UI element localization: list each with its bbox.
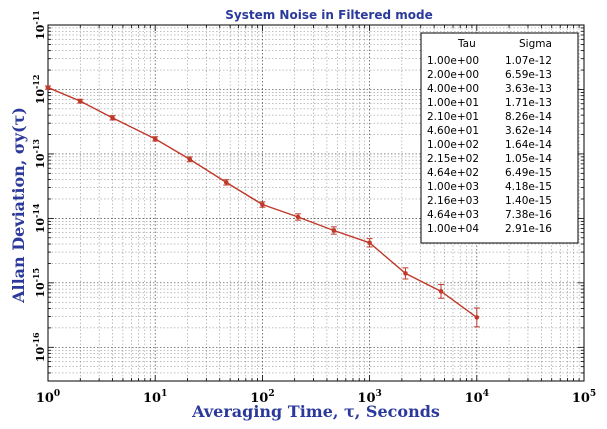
table-cell-sigma: 6.49e-15 <box>505 167 552 179</box>
x-tick-label: 101 <box>143 389 167 406</box>
x-tick-label: 102 <box>250 389 274 406</box>
table-cell-tau: 2.00e+00 <box>427 69 479 81</box>
y-tick-base: 10 <box>34 347 47 363</box>
table-cell-tau: 1.00e+01 <box>427 97 479 109</box>
y-tick-base: 10 <box>34 153 47 169</box>
table-cell-sigma: 7.38e-16 <box>505 209 552 221</box>
table-cell-sigma: 1.64e-14 <box>505 139 552 151</box>
series-layer <box>45 85 480 328</box>
x-tick-label: 103 <box>357 389 381 406</box>
x-tick-label: 104 <box>465 389 489 406</box>
data-point <box>110 115 115 121</box>
x-tick-base: 10 <box>36 391 54 406</box>
data-point <box>260 202 265 207</box>
data-point <box>187 156 193 162</box>
data-point <box>403 271 408 276</box>
y-axis-label: Allan Deviation, σy(τ) <box>9 107 28 304</box>
y-tick-exponent: -16 <box>31 332 41 347</box>
y-tick-exponent: -11 <box>31 10 41 24</box>
x-tick-label: 105 <box>572 389 596 406</box>
x-tick-exponent: 4 <box>483 389 489 399</box>
y-tick-label: 10-16 <box>31 332 47 362</box>
data-point <box>45 85 51 90</box>
y-tick-base: 10 <box>34 24 47 40</box>
x-tick-base: 10 <box>572 391 590 406</box>
y-tick-base: 10 <box>34 89 47 105</box>
data-table-box <box>420 32 579 244</box>
table-cell-tau: 4.00e+00 <box>427 83 479 95</box>
table-cell-sigma: 2.91e-16 <box>505 223 552 235</box>
table-cell-sigma: 6.59e-13 <box>505 69 552 81</box>
y-tick-exponent: -12 <box>31 75 41 89</box>
table-cell-tau: 1.00e+03 <box>427 181 479 193</box>
table-cell-sigma: 8.26e-14 <box>505 111 552 123</box>
table-header: Sigma <box>519 38 552 50</box>
y-tick-base: 10 <box>34 282 47 298</box>
data-table: Tau Sigma 1.00e+00 1.07e-12 2.00e+00 6.59e-13… <box>420 32 579 244</box>
table-cell-sigma: 1.40e-15 <box>505 195 552 207</box>
x-tick-base: 10 <box>143 391 161 406</box>
x-tick-exponent: 3 <box>376 389 382 399</box>
y-tick-exponent: -13 <box>31 139 41 154</box>
data-point <box>331 228 337 233</box>
x-tick-labels: 100 101 102 103 104 105 <box>36 389 596 406</box>
data-point <box>295 214 301 220</box>
table-cell-tau: 2.10e+01 <box>427 111 479 123</box>
y-tick-exponent: -15 <box>31 268 41 282</box>
data-point <box>438 289 444 294</box>
x-tick-exponent: 1 <box>161 389 167 399</box>
table-cell-tau: 4.64e+02 <box>427 167 479 179</box>
y-tick-label: 10-12 <box>31 75 47 105</box>
data-point <box>223 180 229 185</box>
data-point <box>474 315 480 320</box>
chart-title: System Noise in Filtered mode <box>225 8 432 22</box>
y-tick-label: 10-11 <box>31 10 47 40</box>
table-cell-sigma: 1.71e-13 <box>505 97 552 109</box>
data-point <box>152 136 158 142</box>
table-header: Tau <box>457 38 476 50</box>
y-tick-base: 10 <box>34 218 47 234</box>
x-tick-base: 10 <box>357 391 375 406</box>
y-tick-label: 10-15 <box>31 268 47 298</box>
table-cell-tau: 2.16e+03 <box>427 195 479 207</box>
x-tick-exponent: 5 <box>590 389 596 399</box>
table-cell-tau: 2.15e+02 <box>427 153 479 165</box>
x-axis-label: Averaging Time, τ, Seconds <box>191 402 440 421</box>
data-point <box>367 240 372 246</box>
tick-marks <box>48 25 584 382</box>
x-tick-exponent: 0 <box>54 389 60 399</box>
x-tick-base: 10 <box>250 391 268 406</box>
x-tick-exponent: 2 <box>268 389 274 399</box>
table-cell-tau: 4.64e+03 <box>427 209 479 221</box>
table-cell-sigma: 3.63e-13 <box>505 83 552 95</box>
table-cell-sigma: 4.18e-15 <box>505 181 552 193</box>
table-cell-sigma: 1.05e-14 <box>505 153 552 165</box>
table-cell-tau: 1.00e+04 <box>427 223 479 235</box>
table-cell-tau: 1.00e+02 <box>427 139 479 151</box>
table-cell-tau: 1.00e+00 <box>427 55 479 67</box>
y-tick-label: 10-13 <box>31 139 47 169</box>
table-cell-sigma: 3.62e-14 <box>505 125 552 137</box>
y-tick-exponent: -14 <box>31 203 41 218</box>
table-cell-sigma: 1.07e-12 <box>505 55 552 67</box>
table-cell-tau: 4.60e+01 <box>427 125 479 137</box>
y-tick-label: 10-14 <box>31 203 47 233</box>
plot-frame <box>47 24 585 382</box>
x-tick-label: 100 <box>36 389 60 406</box>
x-tick-base: 10 <box>465 391 483 406</box>
data-point <box>77 98 83 104</box>
